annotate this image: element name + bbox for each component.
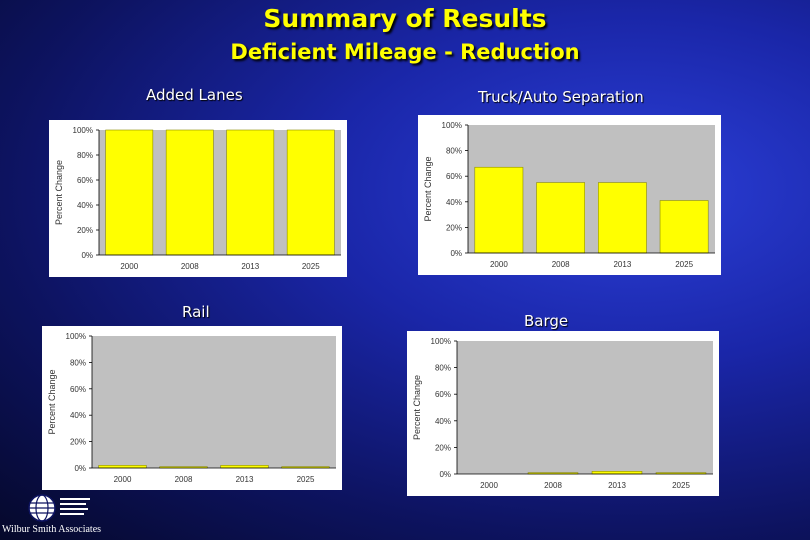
- chart-truck-auto-separation: 0% 20% 40% 60% 80% 100% Percent Change 2000 2008…: [418, 115, 721, 275]
- y-tick-label: 20%: [446, 223, 462, 232]
- x-tick-label: 2013: [608, 481, 626, 490]
- company-logo: Wilbur Smith Associates: [0, 492, 120, 538]
- chart-added-lanes: 0% 20% 40% 60% 80% 100% Percent Change 2000 2008…: [49, 120, 347, 277]
- y-tick-label: 0%: [74, 464, 86, 473]
- y-tick-label: 40%: [70, 411, 86, 420]
- y-tick-label: 60%: [70, 385, 86, 394]
- y-tick-label: 0%: [81, 251, 93, 260]
- y-axis-label: Percent Change: [54, 160, 64, 225]
- x-tick-label: 2000: [480, 481, 498, 490]
- x-tick-label: 2013: [236, 475, 254, 484]
- chart-title-truck-auto: Truck/Auto Separation: [478, 88, 644, 106]
- y-tick-label: 80%: [70, 358, 86, 367]
- x-tick-label: 2000: [120, 262, 138, 271]
- y-tick-label: 60%: [435, 390, 451, 399]
- y-tick-label: 60%: [77, 176, 93, 185]
- y-tick-label: 0%: [450, 249, 462, 258]
- bar-2008: [536, 182, 586, 254]
- bar-2013: [597, 182, 647, 254]
- y-tick-label: 100%: [66, 332, 86, 341]
- slide-subtitle: Deficient Mileage - Reduction: [230, 40, 580, 64]
- y-tick-label: 100%: [73, 126, 93, 135]
- plot-area: [92, 336, 336, 468]
- bar-2000: [105, 129, 154, 256]
- x-tick-label: 2008: [175, 475, 193, 484]
- x-tick-label: 2008: [552, 260, 570, 269]
- slide-title: Summary of Results: [263, 4, 547, 33]
- bar-2025: [286, 129, 335, 256]
- x-tick-label: 2025: [672, 481, 690, 490]
- chart-title-rail: Rail: [182, 303, 210, 321]
- y-tick-label: 100%: [431, 337, 451, 346]
- x-tick-label: 2000: [490, 260, 508, 269]
- y-tick-label: 40%: [77, 201, 93, 210]
- x-tick-label: 2025: [297, 475, 315, 484]
- y-axis-label: Percent Change: [47, 369, 57, 434]
- y-axis-label: Percent Change: [412, 375, 422, 440]
- x-tick-label: 2025: [302, 262, 320, 271]
- chart-rail: 0% 20% 40% 60% 80% 100% Percent Change 2000 2008…: [42, 326, 342, 490]
- x-tick-label: 2013: [613, 260, 631, 269]
- y-tick-label: 80%: [77, 151, 93, 160]
- bar-2025: [659, 200, 709, 254]
- chart-title-added-lanes: Added Lanes: [146, 86, 243, 104]
- y-tick-label: 100%: [442, 121, 462, 130]
- x-tick-label: 2013: [241, 262, 259, 271]
- y-tick-label: 60%: [446, 172, 462, 181]
- y-tick-label: 20%: [77, 226, 93, 235]
- y-tick-label: 80%: [446, 147, 462, 156]
- y-tick-label: 20%: [70, 438, 86, 447]
- y-axis-label: Percent Change: [423, 156, 433, 221]
- y-tick-label: 40%: [446, 198, 462, 207]
- bar-2013: [226, 129, 275, 256]
- bar-2000: [474, 166, 524, 254]
- chart-barge: 0% 20% 40% 60% 80% 100% Percent Change 2000 2008…: [407, 331, 719, 496]
- chart-added-lanes-svg: 0% 20% 40% 60% 80% 100% Percent Change 2000 2008…: [54, 126, 341, 271]
- chart-truck-auto-separation-svg: 0% 20% 40% 60% 80% 100% Percent Change 2000 2008…: [423, 121, 715, 269]
- y-tick-label: 0%: [439, 470, 451, 479]
- plot-area: [457, 341, 713, 474]
- x-tick-label: 2008: [544, 481, 562, 490]
- y-tick-label: 40%: [435, 417, 451, 426]
- bar-2008: [165, 129, 214, 256]
- chart-barge-svg: 0% 20% 40% 60% 80% 100% Percent Change 2000 2008…: [412, 337, 713, 490]
- y-tick-label: 80%: [435, 364, 451, 373]
- globe-logo-icon: [28, 494, 90, 522]
- x-tick-label: 2008: [181, 262, 199, 271]
- chart-rail-svg: 0% 20% 40% 60% 80% 100% Percent Change 2000 2008…: [47, 332, 336, 484]
- logo-text: Wilbur Smith Associates: [2, 524, 102, 535]
- x-tick-label: 2025: [675, 260, 693, 269]
- chart-title-barge: Barge: [524, 312, 569, 330]
- y-tick-label: 20%: [435, 443, 451, 452]
- x-tick-label: 2000: [114, 475, 132, 484]
